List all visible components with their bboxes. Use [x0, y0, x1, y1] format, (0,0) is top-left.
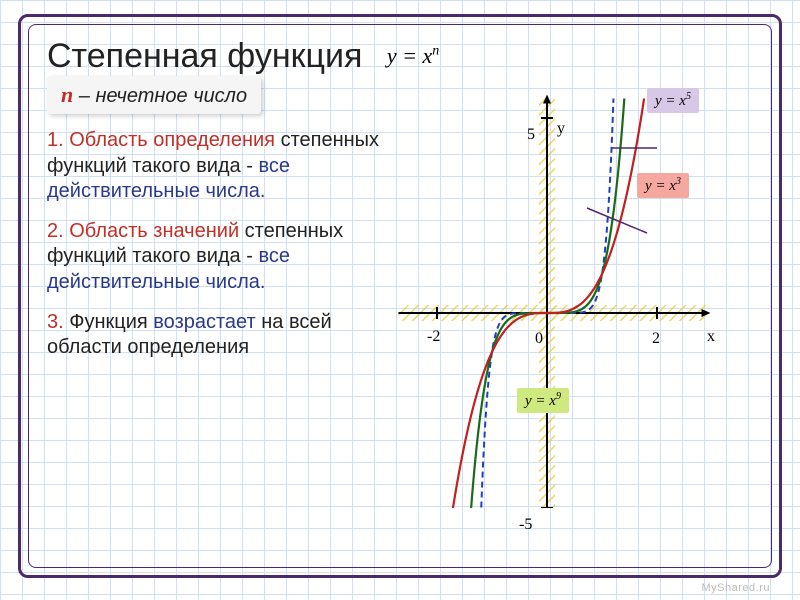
axis-tick-label: -2	[427, 328, 440, 346]
property-item: 3. Функция возрастает на всей области оп…	[47, 310, 387, 361]
subtitle-box: n – нечетное число	[47, 76, 261, 114]
chart-column: y = x5y = x3y = x9-2025-5yx	[397, 128, 753, 375]
axis-tick-label: y	[557, 120, 565, 138]
equation-label: y = x3	[637, 173, 689, 198]
axis-tick-label: 2	[652, 330, 660, 348]
property-item: 2. Область значений степенных функций та…	[47, 219, 387, 296]
page-title: Степенная функция	[47, 37, 362, 75]
text-column: 1. Область определения степенных функций…	[47, 128, 387, 375]
subtitle-n: n	[61, 82, 73, 107]
axis-tick-label: x	[707, 328, 715, 346]
axis-tick-label: 5	[527, 126, 535, 144]
equation-label: y = x5	[647, 88, 699, 113]
property-item: 1. Область определения степенных функций…	[47, 128, 387, 205]
axis-tick-label: 0	[535, 330, 543, 348]
content-wrap: 1. Область определения степенных функций…	[47, 128, 753, 375]
power-function-chart	[387, 78, 747, 508]
watermark: MyShared.ru	[702, 582, 770, 594]
title-row: Степенная функция y = xn	[47, 37, 753, 76]
axis-tick-label: -5	[519, 516, 532, 534]
equation-label: y = x9	[517, 388, 569, 413]
subtitle-rest: – нечетное число	[73, 85, 247, 107]
main-formula: y = xn	[387, 43, 439, 69]
inner-frame: Степенная функция y = xn n – нечетное чи…	[28, 24, 772, 568]
